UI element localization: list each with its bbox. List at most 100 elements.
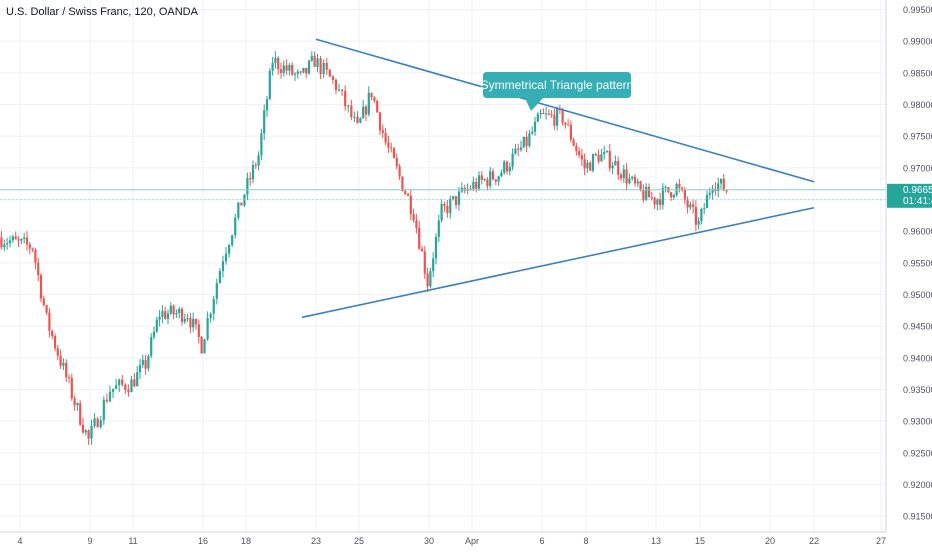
trendline[interactable] [315, 38, 815, 183]
candle-body [364, 106, 368, 115]
candle-body [169, 305, 172, 314]
x-tick-label: 18 [241, 536, 251, 546]
candle-body [359, 118, 362, 123]
candle-body [8, 240, 12, 244]
candle-body [257, 155, 260, 166]
trendlines[interactable] [301, 38, 815, 319]
candle-body [141, 359, 144, 365]
candle-body [246, 178, 249, 195]
grid-lines [0, 0, 886, 532]
candle-body [155, 319, 158, 332]
candle-body [418, 227, 421, 249]
x-tick-label: 6 [539, 536, 544, 546]
x-tick-label: 22 [809, 536, 819, 546]
candle-body [491, 171, 495, 180]
candle-body [670, 192, 673, 198]
candle-body [381, 130, 384, 133]
x-tick-label: 30 [424, 536, 434, 546]
candle-body [144, 359, 147, 369]
candle-body [319, 58, 322, 75]
candle-body [172, 305, 175, 315]
candle-body [390, 147, 393, 149]
candle-body [401, 176, 404, 192]
candle-body [11, 236, 14, 241]
candle-body [263, 110, 266, 134]
price-tag-value: 0.96653 [903, 185, 932, 196]
candle-body [6, 243, 9, 245]
candle-body [556, 108, 559, 126]
candle-body [136, 372, 139, 387]
candle-body [260, 133, 263, 156]
candle-body [277, 57, 280, 70]
candle-body [656, 199, 659, 205]
candle-body [356, 117, 359, 123]
candle-body [206, 317, 209, 340]
candle-body [528, 133, 531, 146]
candle-body [362, 106, 365, 119]
candle-body [719, 178, 723, 184]
candle-body [127, 389, 130, 393]
candle-body [102, 399, 105, 421]
candle-body [639, 181, 642, 191]
candle-body [37, 262, 40, 276]
candle-body [533, 121, 537, 132]
candle-body [344, 90, 347, 107]
candle-body [567, 124, 570, 126]
candle-body [717, 183, 720, 192]
candle-body [622, 169, 625, 179]
candle-body [572, 139, 575, 146]
candle-body [525, 136, 528, 146]
candle-body [454, 196, 458, 205]
annotation-callout[interactable]: Symmetrical Triangle pattern [481, 72, 634, 111]
candle-body [192, 318, 195, 328]
candle-body [619, 174, 623, 179]
candle-body [395, 158, 398, 167]
candle-body [147, 355, 150, 369]
candle-body [449, 198, 452, 214]
candle-body [600, 154, 603, 162]
candle-body [483, 179, 486, 181]
candle-body [268, 70, 271, 100]
candle-body [387, 142, 390, 148]
candle-body [20, 239, 23, 241]
x-tick-label: 25 [354, 536, 364, 546]
trendline[interactable] [301, 206, 815, 319]
candle-body [700, 208, 703, 222]
candle-body [683, 189, 686, 201]
price-tag: 0.96653 01:41:40 [887, 183, 932, 208]
candle-body [62, 362, 65, 366]
candle-body [265, 99, 269, 111]
candle-body [76, 403, 79, 406]
candle-body [489, 171, 492, 187]
candle-body [423, 251, 426, 274]
candle-body [415, 220, 418, 228]
x-tick-label: 27 [876, 536, 886, 546]
candle-body [0, 237, 3, 248]
candle-body [611, 165, 614, 169]
candle-body [231, 235, 234, 246]
candle-body [25, 237, 29, 245]
candle-body [589, 162, 592, 171]
candle-body [678, 184, 681, 188]
candle-body [307, 60, 311, 74]
candle-body [93, 418, 96, 427]
candle-body [293, 73, 297, 75]
candle-body [597, 154, 600, 162]
candle-body [376, 100, 379, 113]
candle-body [73, 398, 76, 406]
callout-bubble[interactable] [483, 72, 631, 111]
candle-body [212, 299, 215, 314]
candle-body [274, 57, 277, 63]
candle-body [28, 244, 31, 249]
candle-body [121, 379, 124, 385]
price-tag-background [887, 183, 932, 208]
candle-body [39, 275, 43, 299]
